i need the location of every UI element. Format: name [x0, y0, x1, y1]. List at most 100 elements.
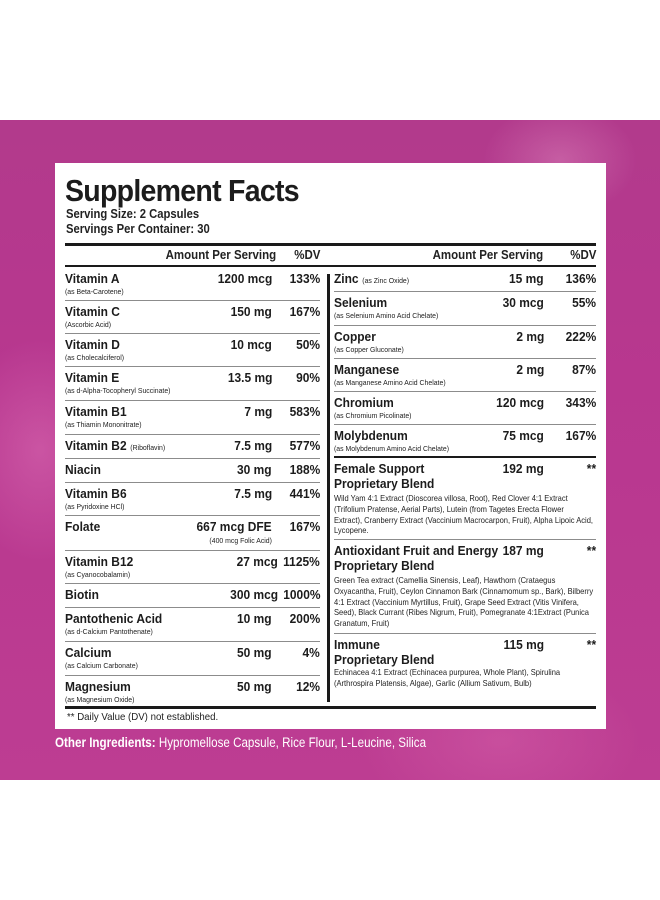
nutrient-name: Chromium [334, 395, 394, 410]
nutrient-dv: 343% [565, 395, 596, 410]
nutrient-dv: 90% [296, 370, 320, 385]
nutrient-name: Pantothenic Acid [65, 611, 163, 626]
nutrient-row: Pantothenic Acid (as d-Calcium Pantothen… [65, 608, 320, 642]
nutrient-row: Selenium (as Selenium Amino Acid Chelate… [334, 292, 596, 326]
nutrient-amount: 2 mg [516, 329, 544, 344]
nutrient-name-text: Zinc [334, 271, 359, 286]
nutrient-row: Vitamin D (as Cholecalciferol) 10 mcg 50… [65, 334, 320, 367]
blend-row: Antioxidant Fruit and Energy Proprietary… [334, 540, 596, 634]
nutrient-dv: 188% [289, 462, 320, 477]
left-nutrient-column: Vitamin A (as Beta-Carotene) 1200 mcg 13… [65, 268, 320, 710]
blend-ingredients: Echinacea 4:1 Extract (Echinacea purpure… [334, 668, 561, 688]
nutrient-name: Vitamin D [65, 337, 120, 352]
nutrient-dv: 167% [289, 304, 320, 319]
nutrient-source: (as Thiamin Mononitrate) [65, 420, 142, 429]
bottom-rule [65, 706, 596, 709]
nutrient-name: Magnesium [65, 679, 131, 694]
nutrient-name: Selenium [334, 295, 388, 310]
nutrient-row: Calcium (as Calcium Carbonate) 50 mg 4% [65, 642, 320, 676]
nutrient-name: Manganese [334, 362, 400, 377]
nutrient-dv: 441% [289, 486, 320, 501]
nutrient-row: Vitamin E (as d-Alpha-Tocopheryl Succina… [65, 367, 320, 401]
other-ingredients: Other Ingredients: Hypromellose Capsule,… [55, 735, 426, 750]
nutrient-name: Vitamin B2 (Riboflavin) [65, 438, 165, 453]
blend-ingredients: Green Tea extract (Camellia Sinensis, Le… [334, 576, 594, 629]
nutrient-name: Vitamin B1 [65, 404, 127, 419]
blend-row: Immune Proprietary Blend 115 mg ** Echin… [334, 634, 596, 704]
nutrient-row: Vitamin A (as Beta-Carotene) 1200 mcg 13… [65, 268, 320, 301]
nutrient-source: (as d-Calcium Pantothenate) [65, 627, 153, 636]
nutrient-amount: 30 mg [237, 462, 272, 477]
nutrient-dv: 1125% [283, 554, 320, 569]
nutrient-amount: 10 mcg [230, 337, 272, 352]
nutrient-amount: 15 mg [509, 271, 544, 286]
nutrient-amount: 1200 mcg [217, 271, 272, 286]
blend-amount: 115 mg [503, 637, 544, 652]
nutrient-source: (as Zinc Oxide) [362, 276, 410, 285]
nutrient-row: Molybdenum (as Molybdenum Amino Acid Che… [334, 425, 596, 458]
nutrient-amount: 120 mcg [496, 395, 544, 410]
nutrient-row: Vitamin C (Ascorbic Acid) 150 mg 167% [65, 301, 320, 334]
nutrient-row: Folate 667 mcg DFE (400 mcg Folic Acid) … [65, 516, 320, 551]
nutrient-amount: 50 mg [237, 645, 272, 660]
nutrient-name: Molybdenum [334, 428, 408, 443]
right-nutrient-column: Zinc (as Zinc Oxide) 15 mg 136% Selenium … [334, 268, 596, 704]
nutrient-row: Chromium (as Chromium Picolinate) 120 mc… [334, 392, 596, 425]
nutrient-row: Vitamin B12 (as Cyanocobalamin) 27 mcg 1… [65, 551, 320, 584]
nutrient-name-text: Vitamin B2 [65, 438, 127, 453]
nutrient-source: (as Selenium Amino Acid Chelate) [334, 311, 439, 320]
nutrient-dv: 200% [289, 611, 320, 626]
blend-dv: ** [586, 461, 596, 476]
nutrient-amount: 13.5 mg [227, 370, 272, 385]
header-dv-right: %DV [569, 248, 596, 262]
nutrient-source: (as Pyridoxine HCl) [65, 502, 125, 511]
blend-name: Immune Proprietary Blend [334, 637, 435, 667]
nutrient-dv: 222% [565, 329, 596, 344]
nutrient-dv: 87% [572, 362, 596, 377]
nutrient-dv: 136% [565, 271, 596, 286]
blend-row: Female Support Proprietary Blend 192 mg … [334, 458, 596, 540]
blend-amount: 187 mg [502, 543, 544, 558]
blend-name: Female Support Proprietary Blend [334, 461, 435, 491]
nutrient-row: Niacin 30 mg 188% [65, 459, 320, 483]
nutrient-name: Vitamin B6 [65, 486, 127, 501]
nutrient-name: Biotin [65, 587, 99, 602]
nutrient-row: Biotin 300 mcg 1000% [65, 584, 320, 608]
nutrient-row: Vitamin B2 (Riboflavin) 7.5 mg 577% [65, 435, 320, 459]
nutrient-row: Copper (as Copper Gluconate) 2 mg 222% [334, 326, 596, 359]
nutrient-source: (Riboflavin) [130, 443, 166, 452]
nutrient-source: (as Magnesium Oxide) [65, 695, 135, 704]
other-ingredients-label: Other Ingredients: [55, 735, 156, 750]
nutrient-dv: 1000% [282, 587, 320, 602]
nutrient-name: Vitamin C [65, 304, 120, 319]
nutrient-row: Manganese (as Manganese Amino Acid Chela… [334, 359, 596, 392]
nutrient-name: Niacin [65, 462, 101, 477]
nutrient-name: Vitamin A [65, 271, 120, 286]
nutrient-dv: 12% [296, 679, 320, 694]
nutrient-name: Copper [334, 329, 376, 344]
nutrient-amount-note: (400 mcg Folic Acid) [209, 536, 272, 545]
nutrient-source: (as Beta-Carotene) [65, 287, 124, 296]
nutrient-amount: 50 mg [237, 679, 272, 694]
nutrient-amount: 150 mg [230, 304, 272, 319]
blend-ingredients: Wild Yam 4:1 Extract (Dioscorea villosa,… [334, 494, 593, 536]
nutrient-name: Vitamin E [65, 370, 120, 385]
nutrient-amount: 10 mg [237, 611, 272, 626]
blend-amount: 192 mg [502, 461, 544, 476]
nutrient-dv: 167% [565, 428, 596, 443]
nutrient-amount: 7.5 mg [234, 486, 272, 501]
blend-dv: ** [586, 543, 596, 558]
nutrient-dv: 167% [289, 519, 320, 534]
nutrient-dv: 133% [289, 271, 320, 286]
nutrient-row: Vitamin B6 (as Pyridoxine HCl) 7.5 mg 44… [65, 483, 320, 516]
nutrient-name: Folate [65, 519, 101, 534]
nutrient-amount: 7 mg [244, 404, 272, 419]
nutrient-amount: 667 mcg DFE [196, 519, 272, 534]
nutrient-source: (as Copper Gluconate) [334, 345, 404, 354]
nutrient-source: (as Manganese Amino Acid Chelate) [334, 378, 446, 387]
nutrient-source: (as Cholecalciferol) [65, 353, 125, 362]
other-ingredients-value: Hypromellose Capsule, Rice Flour, L-Leuc… [158, 735, 427, 750]
nutrient-amount: 300 mcg [230, 587, 278, 602]
nutrient-amount: 75 mcg [502, 428, 544, 443]
servings-per-container: Servings Per Container: 30 [66, 222, 210, 236]
